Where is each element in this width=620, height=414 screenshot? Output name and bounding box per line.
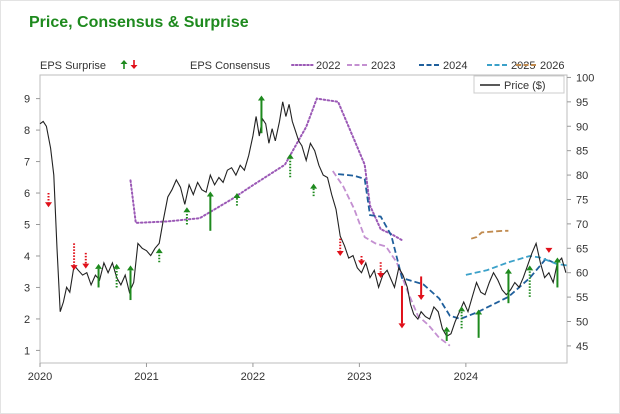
legend-label-2023: 2023 bbox=[371, 60, 395, 72]
eps-axis-tick-label: 8 bbox=[24, 125, 30, 137]
consensus-line-2024 bbox=[338, 173, 554, 320]
price-axis-tick-label: 45 bbox=[576, 341, 588, 353]
surprise-arrow-head-up bbox=[504, 268, 512, 274]
eps-axis-tick-label: 4 bbox=[24, 251, 30, 263]
x-axis-tick-label: 2023 bbox=[347, 371, 371, 383]
surprise-arrow-head-up bbox=[233, 193, 241, 199]
price-axis-tick-label: 50 bbox=[576, 317, 588, 329]
price-axis-tick-label: 90 bbox=[576, 121, 588, 133]
surprise-arrow-head-up bbox=[526, 265, 534, 271]
consensus-line-2023 bbox=[332, 170, 451, 347]
surprise-arrow-head-down bbox=[417, 295, 425, 301]
surprise-arrow-head-up bbox=[458, 306, 466, 312]
surprise-arrow-head-up bbox=[286, 153, 294, 159]
legend-label-2024: 2024 bbox=[443, 60, 467, 72]
surprise-arrow-head-up bbox=[95, 263, 103, 269]
surprise-arrow-head-up bbox=[310, 183, 318, 189]
surprise-arrow-head-up bbox=[257, 95, 265, 101]
consensus-line-2026 bbox=[470, 229, 509, 240]
legend-surprise-label: EPS Surprise bbox=[40, 60, 106, 72]
price-axis-tick-label: 60 bbox=[576, 268, 588, 280]
legend-label-2026: 2026 bbox=[540, 60, 564, 72]
price-axis-tick-label: 55 bbox=[576, 292, 588, 304]
price-axis-tick-label: 65 bbox=[576, 243, 588, 255]
eps-axis-tick-label: 3 bbox=[24, 282, 30, 294]
surprise-arrow-head-down bbox=[545, 247, 553, 253]
eps-axis-tick-label: 9 bbox=[24, 94, 30, 106]
consensus-line-2022 bbox=[129, 97, 403, 242]
price-axis-tick-label: 75 bbox=[576, 194, 588, 206]
x-axis-tick-label: 2024 bbox=[454, 371, 478, 383]
price-line bbox=[39, 101, 567, 337]
eps-axis-tick-label: 7 bbox=[24, 157, 30, 169]
x-axis-tick-label: 2022 bbox=[241, 371, 265, 383]
legend-label-2025: 2025 bbox=[511, 60, 535, 72]
surprise-arrow-head-down bbox=[45, 202, 53, 208]
surprise-arrow-head-up bbox=[206, 191, 214, 197]
surprise-arrow-head-up bbox=[443, 326, 451, 332]
eps-axis-tick-label: 2 bbox=[24, 314, 30, 326]
surprise-arrow-head-up bbox=[155, 248, 163, 254]
legend-price-box bbox=[473, 75, 565, 94]
surprise-arrow-head-up bbox=[475, 309, 483, 315]
chart-title: Price, Consensus & Surprise bbox=[29, 14, 249, 31]
surprise-arrow-head-down bbox=[398, 323, 406, 329]
price-axis-tick-label: 85 bbox=[576, 146, 588, 158]
price-axis-tick-label: 70 bbox=[576, 219, 588, 231]
legend-down-arrow-head bbox=[130, 65, 138, 69]
plot-area-frame bbox=[39, 74, 568, 364]
x-axis-tick-label: 2020 bbox=[28, 371, 52, 383]
surprise-arrow-head-down bbox=[336, 250, 344, 256]
eps-axis-tick-label: 1 bbox=[24, 345, 30, 357]
price-axis-tick-label: 95 bbox=[576, 97, 588, 109]
price-axis-tick-label: 80 bbox=[576, 170, 588, 182]
legend-up-arrow-head bbox=[120, 60, 128, 64]
surprise-arrow-head-up bbox=[113, 263, 121, 269]
legend-consensus-label: EPS Consensus bbox=[190, 60, 271, 72]
consensus-line-2025 bbox=[465, 255, 568, 276]
x-axis-tick-label: 2021 bbox=[134, 371, 158, 383]
surprise-arrow-head-up bbox=[126, 265, 134, 271]
surprise-arrow-head-up bbox=[553, 257, 561, 263]
surprise-arrow-head-up bbox=[183, 207, 191, 213]
legend-label-2022: 2022 bbox=[316, 60, 340, 72]
legend-row: EPS Surprise EPS Consensus bbox=[40, 60, 271, 72]
surprise-arrow-head-down bbox=[358, 260, 366, 266]
eps-axis-tick-label: 6 bbox=[24, 188, 30, 200]
eps-axis-tick-label: 5 bbox=[24, 220, 30, 232]
price-axis-tick-label: 100 bbox=[576, 72, 594, 84]
surprise-arrow-head-down bbox=[70, 265, 78, 271]
surprise-arrow-head-down bbox=[82, 263, 90, 269]
surprise-arrow-head-down bbox=[377, 273, 385, 279]
legend-price-label: Price ($) bbox=[504, 80, 546, 92]
